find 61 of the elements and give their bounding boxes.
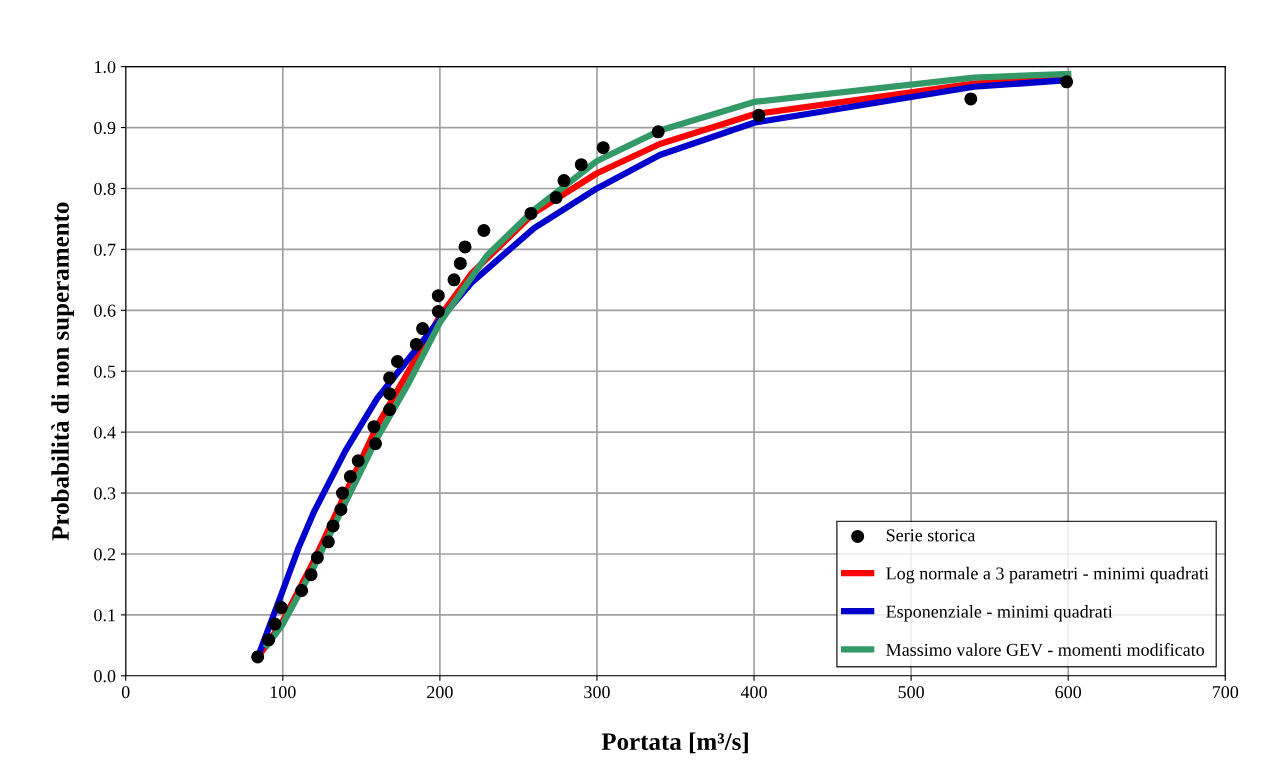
y-tick-label: 0.1 (94, 609, 115, 622)
legend-label: Serie storica (886, 529, 976, 542)
point (453, 256, 467, 270)
point (416, 322, 430, 336)
x-tick-label: 700 (1212, 686, 1239, 699)
y-tick-label: 0.5 (94, 365, 116, 378)
point (431, 289, 445, 303)
point (447, 273, 461, 287)
point (262, 633, 276, 647)
legend-label: Log normale a 3 parametri - minimi quadrati (886, 566, 1209, 584)
point (574, 158, 588, 172)
y-tick-label: 0.2 (94, 548, 116, 561)
point (368, 437, 382, 451)
legend-label: Esponenziale - minimi quadrati (886, 605, 1113, 622)
point (651, 125, 665, 139)
x-tick-label: 600 (1055, 686, 1082, 699)
x-tick-label: 500 (898, 686, 924, 699)
legend-label: Massimo valore GEV - momenti modificato (886, 643, 1205, 656)
y-tick-label: 0.0 (94, 670, 116, 683)
y-tick-label: 0.8 (94, 182, 116, 195)
point (367, 420, 381, 434)
point (409, 337, 423, 351)
point (596, 141, 610, 155)
y-tick-label: 0.3 (94, 487, 116, 500)
point (304, 568, 318, 582)
point (351, 454, 365, 468)
x-tick-label: 100 (270, 686, 296, 699)
point (1060, 75, 1074, 89)
x-tick-label: 200 (427, 686, 453, 699)
point (251, 650, 265, 664)
point (557, 174, 571, 188)
point (390, 354, 404, 368)
y-tick-label: 0.9 (94, 121, 116, 135)
y-tick-label: 0.4 (94, 426, 116, 439)
point (383, 387, 397, 401)
point (295, 584, 309, 598)
point (477, 224, 491, 238)
point (431, 305, 445, 319)
point (343, 470, 357, 484)
point (335, 486, 350, 500)
point (549, 191, 563, 205)
y-tick-label: 0.6 (94, 304, 116, 317)
point (326, 519, 340, 533)
point (321, 535, 335, 549)
point (334, 503, 348, 517)
point (524, 206, 538, 220)
point (268, 617, 282, 631)
x-tick-label: 400 (740, 686, 767, 699)
x-tick-label: 300 (584, 686, 610, 699)
point (752, 108, 766, 122)
point (383, 371, 397, 385)
point (274, 601, 288, 615)
point (310, 551, 324, 565)
x-tick-label: 0 (121, 686, 130, 699)
y-tick-label: 0.7 (94, 243, 116, 256)
point (964, 92, 978, 106)
x-axis-title: Portata [m³/s] (601, 732, 748, 754)
y-tick-label: 1.0 (95, 60, 116, 74)
point (458, 240, 472, 254)
point (383, 403, 397, 417)
y-axis-title: Probabilità di non superamento (51, 202, 74, 541)
